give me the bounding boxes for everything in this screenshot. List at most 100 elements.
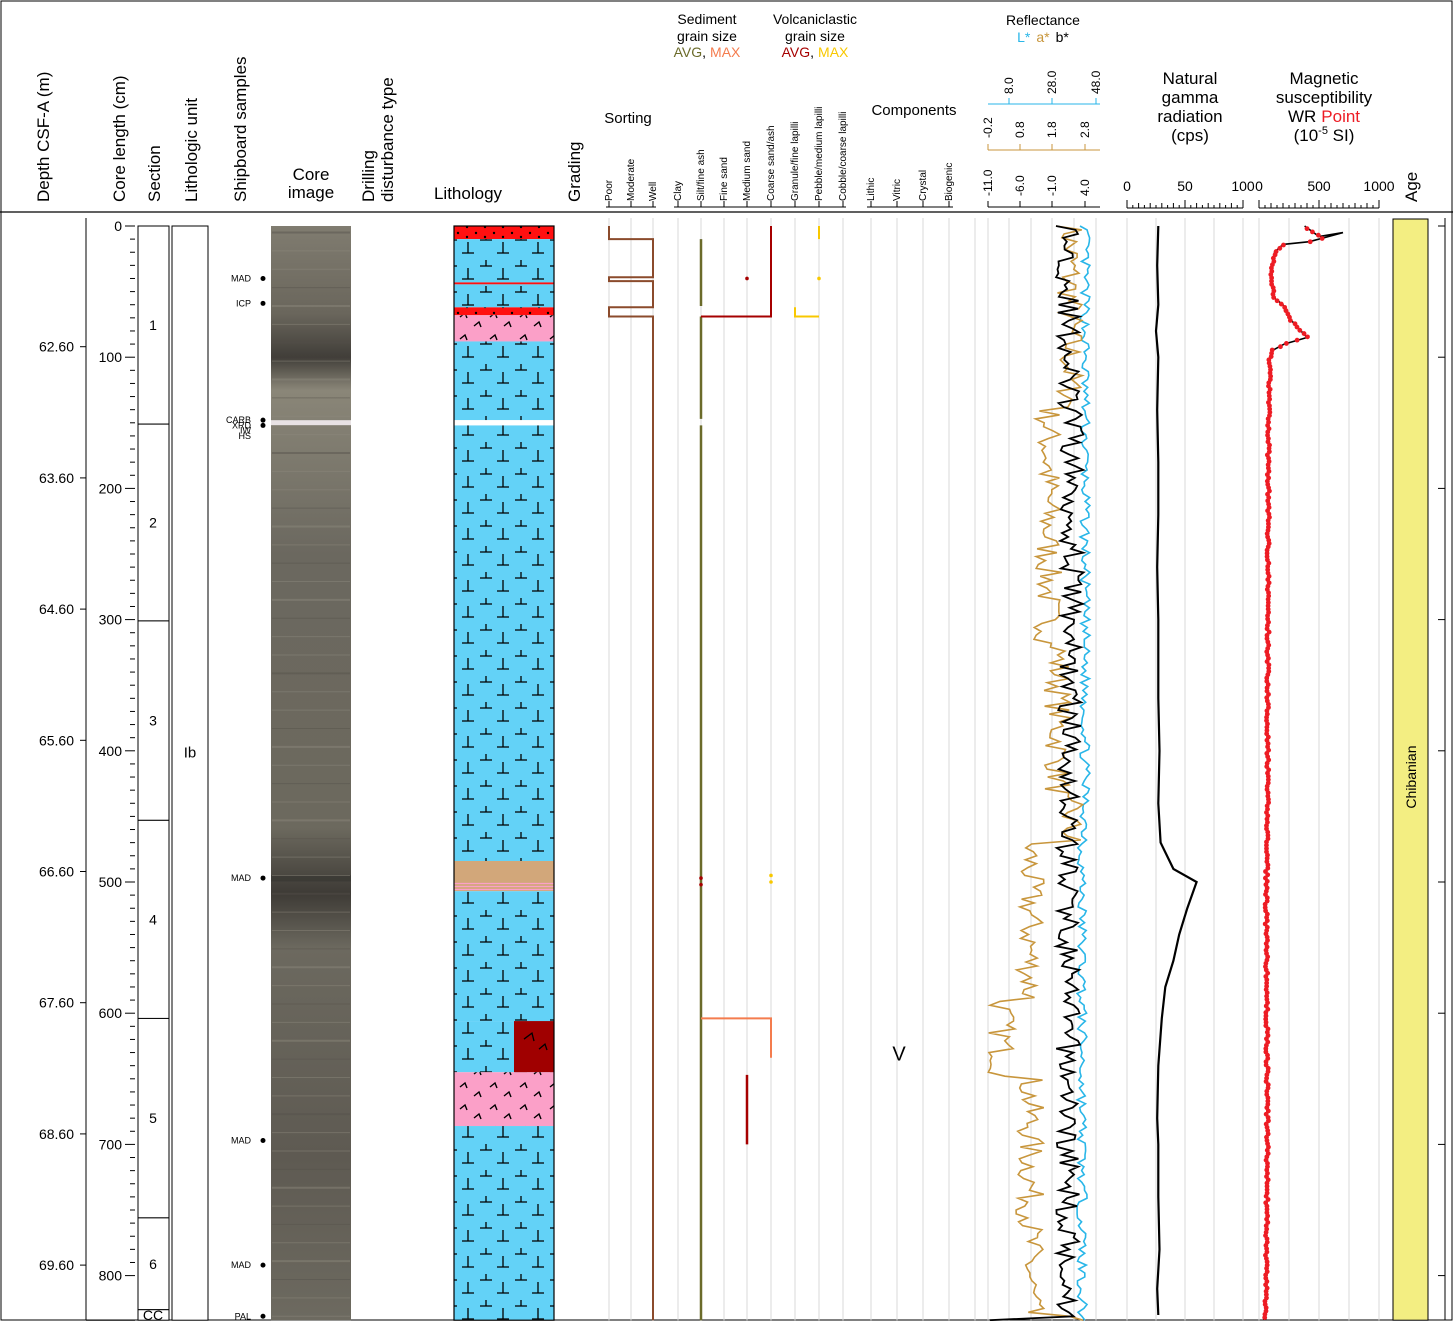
ms-point — [1271, 295, 1277, 300]
depth-tick-label: 66.60 — [39, 864, 74, 880]
length-tick-label: 200 — [99, 480, 123, 496]
ms-point — [1281, 242, 1286, 248]
refl-l-tick-label: 28.0 — [1045, 70, 1059, 94]
sed-max-line — [701, 1017, 772, 1058]
sorting-tick-label: Moderate — [626, 158, 637, 201]
refl-l-label: L* — [1017, 29, 1031, 45]
volc-max-label: MAX — [818, 44, 849, 60]
header-core-length: Core length (cm) — [110, 75, 129, 202]
ms-point — [1277, 245, 1283, 251]
ms-point — [1297, 327, 1303, 333]
refl-l-tick-label: 8.0 — [1002, 77, 1016, 94]
ms-point — [1319, 236, 1325, 241]
component-tick-label: Biogenic — [944, 163, 955, 201]
sorting-line — [608, 226, 654, 1321]
sample-dot — [260, 417, 266, 423]
sample-label: MAD — [231, 273, 252, 283]
grain-tick-label: Pebble/medium lapilli — [814, 107, 825, 202]
sample-label: XRD — [232, 420, 252, 430]
ms-point-label: Point — [1321, 107, 1360, 126]
reflectance-b-line — [989, 225, 1087, 1322]
sample-dot — [260, 1313, 266, 1319]
ms-point — [1304, 226, 1310, 232]
lithology-bed — [454, 282, 554, 285]
header-ms-2: susceptibility — [1276, 88, 1373, 107]
ms-point — [1310, 229, 1315, 235]
ngr-tick-label: 0 — [1123, 178, 1131, 194]
ms-point — [1301, 331, 1307, 336]
sample-label: MAD — [231, 1135, 252, 1145]
sorting-tick-label: Poor — [604, 179, 615, 201]
grain-tick-label: Granule/fine lapilli — [790, 122, 801, 202]
plot-area: Poor Moderate Well Clay Silt/fine ash Fine sa… — [39, 70, 1446, 1323]
depth-tick-label: 68.60 — [39, 1126, 74, 1142]
lith-unit-box — [171, 225, 209, 1321]
header-age: Age — [1402, 172, 1421, 202]
ms-point — [1307, 239, 1313, 245]
age-box — [1392, 218, 1429, 1321]
header-lith-unit: Lithologic unit — [182, 98, 201, 202]
header-drilling-2: disturbance type — [378, 77, 397, 202]
header-sorting: Sorting — [604, 110, 652, 127]
grain-tick-label: Silt/fine ash — [696, 149, 707, 201]
sample-dot — [260, 300, 266, 306]
refl-a-tick-label: 1.8 — [1045, 121, 1059, 138]
header-refl-legend: L* a* b* — [1017, 29, 1069, 45]
ms-point — [1278, 344, 1283, 350]
volc-avg-line — [701, 226, 772, 318]
grain-tick-label: Coarse sand/ash — [766, 125, 777, 201]
lithology-bed — [454, 315, 554, 342]
component-tick-label: Lithic — [866, 178, 877, 201]
component-marker: V — [892, 1044, 906, 1066]
column-headers: Depth CSF-A (m) Core length (cm) Section… — [34, 11, 1421, 203]
header-core-image-1: Core — [293, 165, 330, 184]
header-volc-grain-2: grain size — [785, 28, 845, 44]
header-ngr-1: Natural — [1163, 69, 1218, 88]
header-volc-legend: AVG, MAX — [782, 44, 849, 60]
lithology-bed — [454, 284, 554, 308]
refl-b-tick-label: -11.0 — [981, 169, 995, 196]
lithology-bed — [454, 425, 554, 862]
sample-dot — [260, 1262, 266, 1268]
grain-tick-label: Clay — [673, 181, 684, 201]
ms-point — [1294, 337, 1300, 343]
lithology-bed — [454, 891, 554, 1022]
section-label: 2 — [149, 515, 157, 531]
length-tick-label: 100 — [99, 349, 123, 365]
lithology-bed — [454, 861, 554, 882]
ngr-tick-label: 100 — [1231, 178, 1255, 194]
depth-tick-label: 63.60 — [39, 470, 74, 486]
ms-units-exp: -5 — [1318, 125, 1328, 137]
header-sed-grain-2: grain size — [677, 28, 737, 44]
volc-max-dot — [769, 873, 773, 878]
ms-point — [1262, 1315, 1268, 1320]
volc-avg-dot — [699, 882, 703, 887]
depth-tick-label: 65.60 — [39, 732, 74, 748]
section-box — [137, 819, 170, 1019]
refl-a-tick-label: -0.2 — [981, 117, 995, 138]
length-tick-label: 300 — [99, 612, 123, 628]
volc-max-dot — [817, 276, 821, 281]
reflectance-l-line — [1075, 225, 1092, 1321]
sorting-tick-label: Well — [648, 182, 659, 201]
sed-max-label: MAX — [710, 44, 741, 60]
header-sed-grain-1: Sediment — [677, 11, 736, 27]
sample-label: ICP — [236, 298, 251, 308]
refl-b-tick-label: -6.0 — [1013, 175, 1027, 196]
header-sed-legend: AVG, MAX — [674, 44, 741, 60]
refl-b-tick-label: 4.0 — [1078, 179, 1092, 196]
header-ngr-3: radiation — [1157, 107, 1222, 126]
sample-dot — [260, 875, 266, 881]
depth-tick-label: 62.60 — [39, 339, 74, 355]
refl-b-tick-label: -1.0 — [1045, 175, 1059, 196]
section-label: 6 — [149, 1256, 157, 1272]
header-core-image-2: image — [288, 183, 334, 202]
header-grading: Grading — [565, 142, 584, 202]
length-tick-label: 700 — [99, 1136, 123, 1152]
ms-units-pre: (10 — [1294, 126, 1319, 145]
ms-point — [1305, 334, 1310, 340]
section-label: CC — [143, 1307, 163, 1321]
sample-dot — [260, 422, 266, 428]
